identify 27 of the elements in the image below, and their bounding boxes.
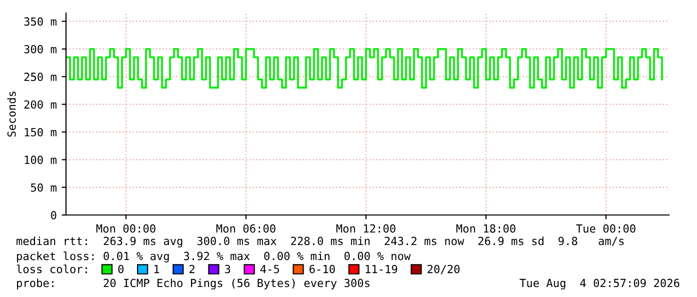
legend-title: loss color: [16, 264, 87, 274]
x-tick-label: Mon 00:00 [96, 224, 156, 233]
legend-label: 1 [154, 264, 160, 274]
y-tick-label: 100 m [24, 156, 56, 164]
text: probe: 20 ICMP Echo Pings (56 Bytes) every 300s [17, 278, 370, 290]
legend-label: 4-5 [260, 264, 280, 274]
legend-label: 11-19 [366, 264, 398, 274]
text: packet loss: 0.01 % avg 3.92 % max 0.00 % min 0.00 % now [17, 252, 411, 262]
y-tick-label: 50 m [30, 183, 56, 192]
y-tick-label: 150 m [24, 128, 56, 136]
text: median rtt: 263.9 ms avg 300.0 ms max 228.0 ms min 243.2 ms now 26.9 ms sd 9.8 am/s [16, 236, 624, 248]
x-tick-label: Mon 18:00 [456, 224, 516, 233]
legend-label: 20/20 [428, 264, 460, 274]
legend-label: 0 [118, 264, 124, 274]
x-tick-label: Mon 06:00 [216, 224, 276, 233]
x-tick-label: Tue 00:00 [576, 224, 636, 233]
legend-label: 3 [225, 264, 230, 274]
y-tick-label: 300 m [24, 44, 56, 54]
y-tick-label: 350 m [24, 17, 56, 26]
text: Tue Aug 4 02:57:09 2026 [520, 278, 680, 290]
y-axis-title: Seconds [7, 92, 16, 137]
y-tick-label: 0 [51, 211, 56, 220]
legend-label: 6-10 [310, 264, 335, 274]
y-tick-label: 250 m [24, 72, 56, 82]
y-tick-label: 200 m [24, 100, 56, 109]
x-tick-label: Mon 12:00 [336, 224, 396, 233]
legend-label: 2 [190, 264, 194, 274]
